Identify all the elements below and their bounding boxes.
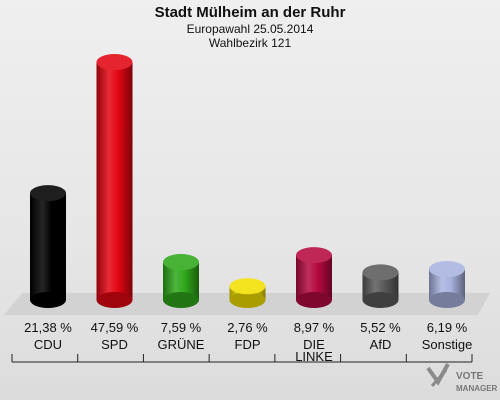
chart-title: Stadt Mülheim an der Ruhr <box>154 4 346 21</box>
bar-spd <box>96 54 133 308</box>
logo-text-vote: VOTE <box>456 371 484 382</box>
value-label: 6,19 % <box>427 320 468 335</box>
chart-district: Wahlbezirk 121 <box>208 36 292 50</box>
logo-text-manager: MANAGER <box>456 384 498 393</box>
bar-cdu <box>30 185 66 308</box>
bar-fdp <box>229 278 266 308</box>
category-label: AfD <box>370 337 392 352</box>
category-label: GRÜNE <box>158 337 205 352</box>
value-label: 47,59 % <box>91 320 139 335</box>
value-label: 2,76 % <box>227 320 268 335</box>
chart-header: Stadt Mülheim an der Ruhr Europawahl 25.… <box>0 4 500 50</box>
bar-grüne <box>163 254 199 308</box>
category-label: SPD <box>101 337 128 352</box>
bar-die-linke <box>296 247 332 308</box>
chart-subtitle: Europawahl 25.05.2014 <box>186 22 314 36</box>
value-label: 5,52 % <box>360 320 401 335</box>
bar-sonstige <box>429 261 465 308</box>
category-label: DIE <box>303 337 325 352</box>
value-label: 8,97 % <box>294 320 335 335</box>
category-label: FDP <box>235 337 261 352</box>
category-label: CDU <box>34 337 62 352</box>
value-label: 21,38 % <box>24 320 72 335</box>
category-label: Sonstige <box>422 337 473 352</box>
bar-afd <box>362 264 399 308</box>
category-label: LINKE <box>295 349 333 364</box>
value-label: 7,59 % <box>161 320 202 335</box>
vote-manager-logo: VOTE MANAGER <box>426 363 498 393</box>
